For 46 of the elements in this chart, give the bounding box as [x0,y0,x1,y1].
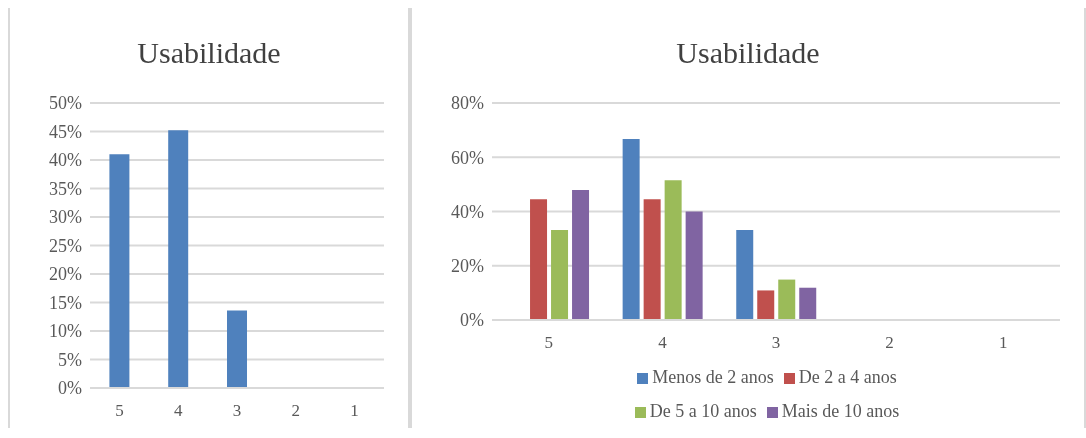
y-tick-label: 10% [49,321,82,342]
y-tick-label: 50% [49,93,82,114]
y-tick-label: 40% [451,201,484,222]
legend-label: De 5 a 10 anos [649,401,757,421]
bar [757,290,775,320]
x-tick-label: 1 [350,401,359,421]
y-tick-label: 40% [49,150,82,171]
y-tick-label: 20% [49,264,82,285]
x-tick-label: 5 [544,333,554,353]
x-tick-label: 1 [998,333,1008,353]
bar [622,139,640,320]
y-tick-label: 35% [49,178,82,199]
bar [530,199,548,320]
chart-title: Usabilidade [136,35,282,71]
bar [799,287,817,320]
y-tick-label: 30% [49,207,82,228]
bar [778,279,796,320]
y-tick-label: 60% [451,147,484,168]
y-tick-label: 45% [49,121,82,142]
bar [664,180,682,320]
bar [109,154,130,388]
y-tick-label: 20% [451,256,484,277]
bar [551,229,569,320]
x-tick-label: 4 [173,401,183,421]
x-tick-label: 3 [232,401,242,421]
legend-label: De 2 a 4 anos [798,367,897,387]
y-tick-label: 5% [58,349,82,370]
x-tick-label: 3 [771,333,781,353]
x-tick-label: 2 [291,401,301,421]
bar [643,199,661,320]
y-tick-label: 15% [49,292,82,313]
y-tick-label: 0% [460,310,484,331]
chart-title: Usabilidade [675,35,821,71]
bar [685,211,703,320]
legend-label: Menos de 2 anos [652,367,774,387]
legend-label: Mais de 10 anos [781,401,900,421]
y-tick-label: 25% [49,235,82,256]
bar [736,229,754,320]
x-tick-label: 2 [885,333,894,353]
bar [572,190,590,320]
bar [227,310,247,388]
x-tick-label: 5 [115,401,124,421]
x-tick-label: 4 [658,333,668,353]
y-tick-label: 80% [451,93,484,114]
y-tick-label: 0% [58,378,82,399]
bar [168,130,189,388]
